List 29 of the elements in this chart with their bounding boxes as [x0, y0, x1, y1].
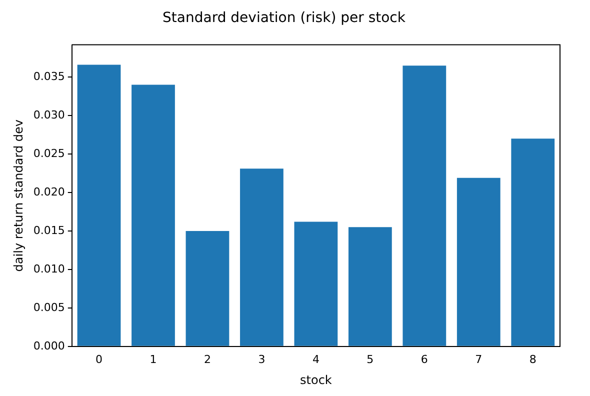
bar: [456, 178, 500, 346]
x-tick-label: 4: [312, 352, 320, 366]
y-tick-label: 0.025: [33, 146, 65, 160]
y-tick-label: 0.030: [33, 108, 65, 122]
y-tick-label: 0.020: [33, 185, 65, 198]
x-tick-label: 3: [258, 352, 266, 366]
y-axis-title: daily return standard dev: [11, 120, 26, 272]
chart-title: Standard deviation (risk) per stock: [162, 10, 406, 26]
bar: [77, 64, 121, 346]
bar: [348, 227, 392, 346]
y-tick-label: 0.010: [33, 262, 65, 276]
x-tick-label: 5: [366, 352, 374, 366]
bar: [186, 230, 230, 346]
x-tick-label: 2: [204, 352, 211, 366]
y-tick-label: 0.015: [33, 224, 65, 237]
y-tick-label: 0.005: [33, 300, 65, 314]
bar: [240, 168, 284, 346]
y-tick-label: 0.035: [33, 70, 65, 83]
x-tick-label: 6: [420, 352, 428, 366]
x-tick-label: 7: [475, 352, 482, 366]
y-tick-label: 0.000: [33, 339, 65, 352]
bar: [132, 84, 175, 346]
x-tick-label: 0: [96, 352, 103, 366]
x-tick-label: 8: [529, 352, 536, 366]
x-tick-label: 1: [150, 352, 157, 366]
bar: [294, 222, 338, 346]
x-axis-title: stock: [300, 372, 332, 387]
bar: [402, 66, 446, 346]
bar: [511, 138, 555, 346]
